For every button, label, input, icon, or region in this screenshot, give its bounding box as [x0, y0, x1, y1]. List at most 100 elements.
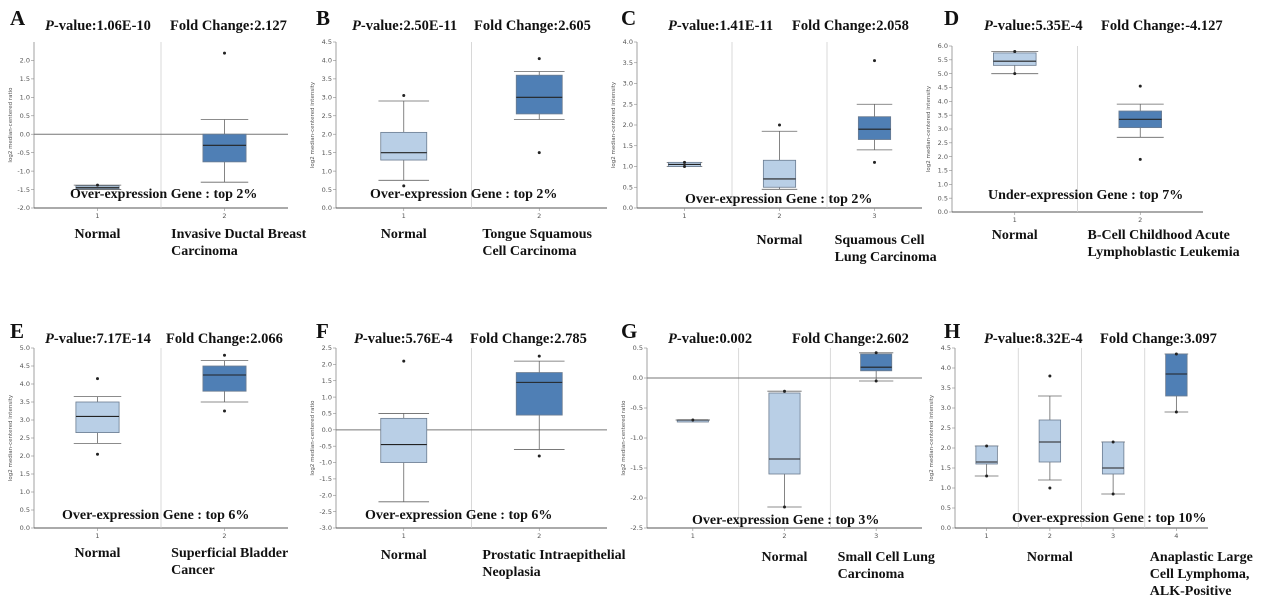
y-tick-label: 3.5	[623, 59, 633, 67]
panel-e: E P-value:7.17E-14 Fold Change:2.066 0.0 0.5…	[8, 319, 288, 578]
x-tick-label: 1	[402, 532, 406, 540]
panel-b: B P-value:2.50E-11 Fold Change:2.605 0.0 0.5…	[310, 6, 607, 259]
fold-change-label: Fold Change:2.127	[170, 18, 287, 34]
y-tick-label: -3.0	[319, 524, 332, 532]
y-tick-label: -1.0	[319, 459, 332, 467]
outlier-point	[874, 379, 878, 383]
outlier-point	[1111, 492, 1115, 496]
x-tick-label: 3	[872, 212, 876, 220]
outlier-point	[985, 444, 989, 448]
x-tick-label: 2	[1048, 532, 1052, 540]
box-3: 3	[1101, 440, 1125, 540]
outlier-point	[1048, 486, 1052, 490]
category-label: Squamous Cell	[835, 233, 925, 248]
expression-rank-note: Over-expression Gene : top 6%	[365, 508, 552, 523]
p-symbol: P	[352, 18, 361, 34]
box-2: 2 Normal	[762, 389, 808, 565]
y-tick-label: 1.0	[941, 484, 951, 492]
p-value: -value:5.35E-4	[993, 18, 1083, 34]
p-value-label: P-value:1.06E-10	[45, 18, 151, 34]
outlier-point	[778, 123, 781, 127]
outlier-point	[683, 160, 686, 164]
y-tick-label: 2.5	[322, 112, 332, 120]
p-value: -value:0.002	[677, 331, 752, 347]
panel-g: G P-value:0.002 Fold Change:2.602 -2.5 -2.0 -…	[621, 319, 935, 582]
y-tick-label: -1.0	[17, 167, 30, 175]
outlier-point	[402, 93, 406, 97]
p-value-label: P-value:7.17E-14	[45, 331, 151, 347]
y-tick-label: 0.5	[322, 410, 332, 418]
category-label: Tongue Squamous	[482, 227, 592, 242]
x-tick-label: 3	[1111, 532, 1115, 540]
y-tick-label: 2.5	[941, 424, 951, 432]
box-4: 4 Anaplastic Large Cell Lymphoma, ALK-Posit…	[1150, 352, 1253, 599]
category-label: Normal	[1027, 550, 1073, 565]
y-tick-label: 1.5	[623, 142, 633, 150]
outlier-point	[783, 505, 786, 509]
category-label: Normal	[381, 548, 427, 563]
outlier-point	[1048, 374, 1052, 378]
y-tick-label: -2.0	[630, 494, 643, 502]
outlier-point	[96, 377, 99, 381]
y-tick-label: 3.5	[938, 111, 948, 119]
x-tick-label: 1	[95, 212, 99, 220]
y-tick-label: 3.0	[322, 94, 332, 102]
fold-change-label: Fold Change:-4.127	[1101, 18, 1223, 34]
expression-rank-note: Over-expression Gene : top 6%	[62, 508, 249, 523]
p-symbol: P	[668, 331, 677, 347]
x-tick-label: 1	[985, 532, 989, 540]
y-tick-label: 4.5	[20, 362, 30, 370]
category-label: Cell Carcinoma	[482, 244, 576, 259]
box-1: 1 Normal	[378, 93, 430, 242]
panel-letter: B	[316, 6, 330, 30]
y-tick-label: 6.0	[938, 42, 948, 50]
panel-letter: F	[316, 319, 329, 343]
y-tick-label: 3.5	[322, 75, 332, 83]
panel-h: H P-value:8.32E-4 Fold Change:3.097 0.0 0.5 1…	[929, 319, 1253, 599]
p-symbol: P	[354, 331, 363, 347]
category-label: ALK-Positive	[1150, 584, 1232, 599]
box-iqr	[515, 74, 563, 115]
box-iqr	[202, 365, 247, 392]
y-tick-label: 2.0	[20, 57, 30, 65]
box-2: 2 Invasive Ductal Breast Carcinoma	[171, 51, 307, 259]
outlier-point	[873, 59, 876, 63]
box-iqr	[975, 445, 998, 465]
box-3: 3 Small Cell Lung Carcinoma	[838, 351, 935, 582]
box-2: 2 Superficial Bladder Cancer	[171, 353, 288, 578]
y-axis-title: log2 median-centered ratio	[621, 400, 627, 476]
p-symbol: P	[45, 331, 54, 347]
panel-letter: G	[621, 319, 637, 343]
x-tick-label: 1	[691, 532, 695, 540]
outlier-point	[402, 184, 406, 188]
p-symbol: P	[668, 18, 677, 34]
outlier-point	[537, 454, 541, 458]
y-axis-title: log2 median-centered intensity	[926, 85, 932, 172]
box-1: 1 Normal	[73, 183, 122, 242]
fold-change-label: Fold Change:2.785	[470, 331, 587, 347]
y-tick-label: 1.0	[938, 181, 948, 189]
y-tick-label: 1.0	[20, 488, 30, 496]
x-tick-label: 2	[222, 532, 226, 540]
expression-rank-note: Over-expression Gene : top 2%	[685, 192, 872, 207]
outlier-point	[1138, 84, 1142, 88]
p-symbol: P	[984, 18, 993, 34]
x-tick-label: 2	[537, 212, 541, 220]
box-2: 2 Normal	[757, 123, 803, 248]
x-tick-label: 2	[537, 532, 541, 540]
outlier-point	[537, 57, 541, 61]
expression-rank-note: Over-expression Gene : top 2%	[370, 187, 557, 202]
y-tick-label: 4.5	[938, 84, 948, 92]
category-label: Normal	[381, 227, 427, 242]
y-tick-label: 4.0	[938, 98, 948, 106]
y-tick-label: -0.5	[630, 404, 643, 412]
y-tick-label: 1.5	[938, 167, 948, 175]
box-1: 1 Normal	[378, 359, 430, 563]
box-1: 1 Normal	[73, 377, 122, 561]
outlier-point	[1111, 440, 1115, 444]
box-iqr	[515, 372, 563, 416]
y-tick-label: 3.0	[20, 416, 30, 424]
box-iqr	[857, 116, 892, 140]
y-axis-title: log2 median-centered intensity	[8, 394, 14, 481]
box-iqr	[75, 401, 120, 434]
